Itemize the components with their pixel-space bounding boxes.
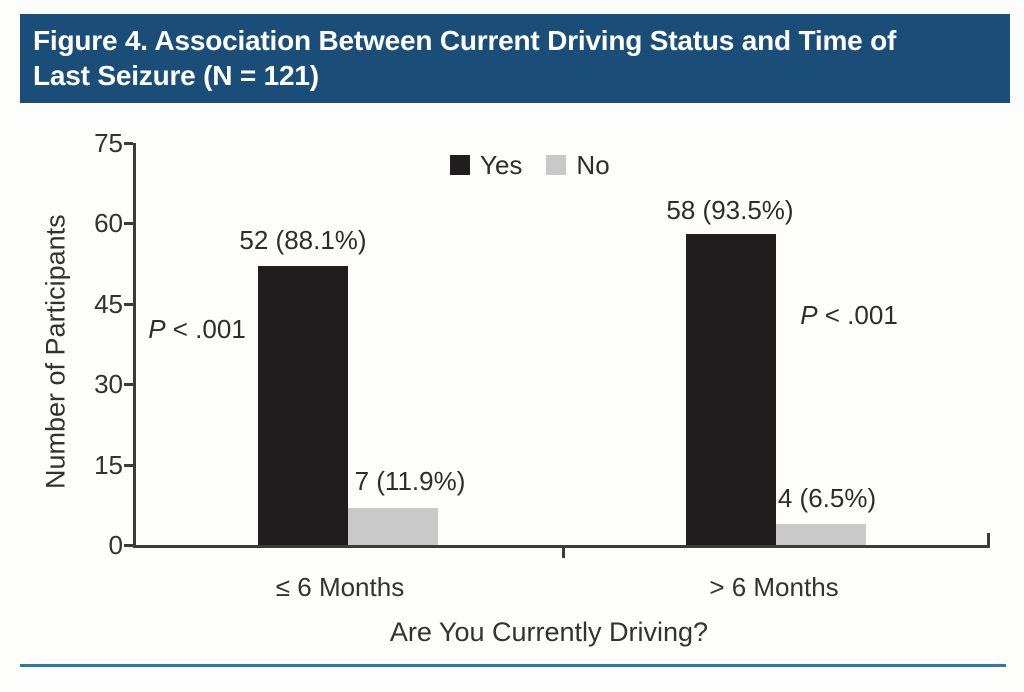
p-value-annotation-right: P < .001 (784, 300, 914, 330)
x-category-le6months: ≤ 6 Months (275, 572, 405, 602)
legend-label-yes: Yes (480, 150, 523, 180)
legend: Yes No (450, 152, 634, 178)
legend-label-no: No (576, 150, 610, 180)
bottom-divider-rule (20, 664, 1006, 667)
y-tick-label-60: 60 (94, 208, 123, 238)
figure-title-line-2: Last Seizure (N = 121) (33, 60, 319, 91)
y-tick-mark (124, 383, 133, 386)
p-value-annotation-left: P < .001 (132, 314, 262, 344)
y-tick-label-75: 75 (94, 128, 123, 158)
p-value-text: < .001 (165, 314, 246, 344)
y-tick-label-15: 15 (94, 450, 123, 480)
bar-gt6months-yes (686, 234, 776, 545)
y-axis-line (133, 143, 136, 548)
legend-swatch-no (546, 155, 567, 175)
p-symbol: P (148, 314, 166, 344)
bar-gt6months-no (776, 523, 866, 545)
legend-swatch-yes (450, 155, 470, 175)
x-axis-right-cap (987, 533, 990, 548)
y-tick-mark (124, 303, 133, 306)
bar-le6months-yes (258, 266, 348, 545)
y-tick-label-45: 45 (94, 289, 123, 319)
y-tick-label-30: 30 (94, 369, 123, 399)
bar-value-label: 52 (88.1%) (239, 225, 367, 255)
x-category-gt6months: > 6 Months (709, 572, 839, 602)
bar-le6months-no (348, 507, 438, 545)
p-symbol: P (800, 300, 818, 330)
figure-title-line-1: Figure 4. Association Between Current Dr… (33, 25, 897, 56)
bar-value-label: 7 (11.9%) (354, 466, 466, 496)
x-axis-mid-tick (562, 545, 565, 558)
bar-value-label: 58 (93.5%) (666, 195, 794, 225)
bar-value-label: 4 (6.5%) (777, 483, 877, 513)
figure-title-bar: Figure 4. Association Between Current Dr… (20, 14, 1010, 103)
y-tick-label-0: 0 (108, 530, 123, 560)
x-axis-line (133, 545, 990, 548)
y-tick-mark (124, 544, 133, 547)
p-value-text: < .001 (817, 300, 898, 330)
y-tick-mark (124, 142, 133, 145)
y-tick-mark (124, 464, 133, 467)
x-axis-title: Are You Currently Driving? (389, 617, 709, 647)
y-tick-mark (124, 222, 133, 225)
